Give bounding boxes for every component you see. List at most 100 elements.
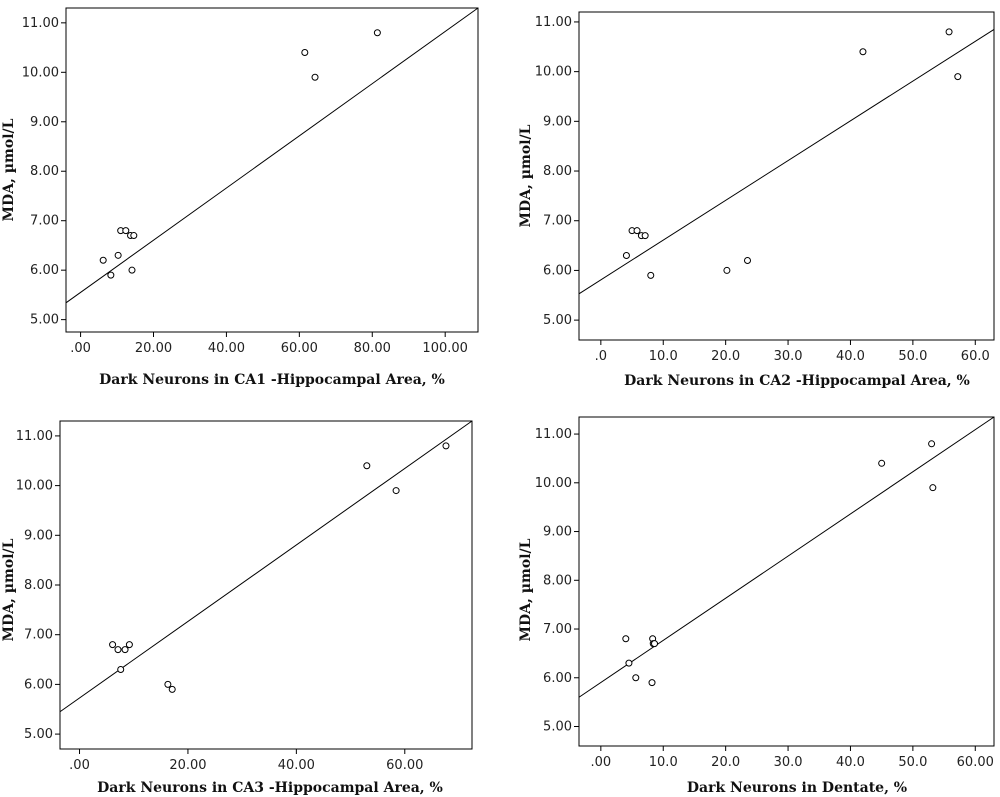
x-tick-label: 40.00	[278, 758, 315, 773]
data-point	[625, 659, 633, 667]
x-tick-label: 60.0	[961, 349, 990, 364]
data-point	[114, 646, 122, 654]
y-tick-label: 9.00	[30, 115, 59, 130]
fit-line	[578, 416, 995, 698]
x-tick-label: .00	[69, 758, 90, 773]
y-tick-label: 10.00	[535, 65, 572, 80]
y-tick-label: 5.00	[543, 720, 572, 735]
data-point	[109, 641, 117, 649]
y-tick-label: 11.00	[535, 15, 572, 30]
data-point	[130, 232, 138, 240]
data-point	[954, 73, 962, 81]
y-tick-label: 8.00	[543, 164, 572, 179]
data-point	[114, 251, 122, 259]
y-tick-label: 11.00	[16, 429, 53, 444]
data-point	[442, 442, 450, 450]
y-tick-label: 11.00	[535, 427, 572, 442]
x-tick-label: 10.0	[649, 755, 678, 770]
y-tick-label: 5.00	[30, 313, 59, 328]
y-tick-label: 9.00	[543, 525, 572, 540]
data-point	[117, 665, 125, 673]
ca1-scatter-panel: Dark Neurons in CA1 -Hippocampal Area, %…	[1, 7, 479, 388]
plot-frame	[578, 416, 995, 747]
data-point	[373, 29, 381, 37]
y-tick-label: 8.00	[543, 573, 572, 588]
ca2-scatter-panel: Dark Neurons in CA2 -Hippocampal Area, %…	[518, 11, 995, 389]
x-tick-label: .00	[70, 341, 91, 356]
data-point	[723, 266, 731, 274]
plot-frame	[578, 11, 995, 341]
x-tick-label: 20.0	[711, 755, 740, 770]
y-tick-label: 9.00	[24, 528, 53, 543]
y-tick-label: 5.00	[24, 727, 53, 742]
fit-line	[65, 7, 479, 304]
x-tick-label: .00	[590, 755, 611, 770]
data-point	[622, 635, 630, 643]
fit-line	[578, 28, 995, 295]
ca3-scatter-panel: Dark Neurons in CA3 -Hippocampal Area, %…	[1, 420, 473, 796]
x-tick-label: 60.00	[281, 341, 318, 356]
data-point	[168, 685, 176, 693]
data-point	[632, 674, 640, 682]
y-tick-label: 10.00	[22, 65, 59, 80]
x-tick-label: 20.00	[169, 758, 206, 773]
data-point	[622, 252, 630, 260]
data-point	[363, 462, 371, 470]
y-tick-label: 5.00	[543, 313, 572, 328]
data-point	[647, 271, 655, 279]
data-point	[122, 227, 130, 235]
data-point	[164, 680, 172, 688]
x-tick-label: .0	[595, 349, 607, 364]
x-axis-label: Dark Neurons in CA2 -Hippocampal Area, %	[624, 373, 970, 389]
data-point	[392, 487, 400, 495]
x-tick-label: 50.0	[898, 349, 927, 364]
y-axis-label: MDA, µmol/L	[518, 124, 534, 227]
data-point	[311, 73, 319, 81]
y-tick-label: 7.00	[30, 214, 59, 229]
x-tick-label: 60.00	[386, 758, 423, 773]
data-point	[651, 640, 659, 648]
x-tick-label: 20.00	[135, 341, 172, 356]
y-tick-label: 8.00	[30, 164, 59, 179]
x-axis-label: Dark Neurons in CA1 -Hippocampal Area, %	[99, 372, 445, 388]
data-point	[301, 49, 309, 57]
y-tick-label: 9.00	[543, 114, 572, 129]
y-axis-label: MDA, µmol/L	[518, 538, 534, 641]
y-axis-label: MDA, µmol/L	[1, 118, 17, 221]
data-point	[121, 646, 129, 654]
x-tick-label: 50.0	[898, 755, 927, 770]
y-tick-label: 11.00	[22, 16, 59, 31]
y-tick-label: 6.00	[543, 263, 572, 278]
data-point	[107, 271, 115, 279]
x-axis-label: Dark Neurons in Dentate, %	[687, 780, 907, 796]
data-point	[859, 48, 867, 56]
plot-frame	[59, 420, 473, 750]
x-tick-label: 100.00	[422, 341, 468, 356]
x-axis-label: Dark Neurons in CA3 -Hippocampal Area, %	[97, 780, 443, 796]
x-tick-label: 40.0	[836, 755, 865, 770]
y-tick-label: 10.00	[16, 479, 53, 494]
data-point	[128, 266, 136, 274]
x-tick-label: 30.0	[774, 755, 803, 770]
data-point	[743, 256, 751, 264]
x-tick-label: 40.00	[208, 341, 245, 356]
data-point	[945, 28, 953, 36]
y-tick-label: 7.00	[543, 622, 572, 637]
y-tick-label: 8.00	[24, 578, 53, 593]
data-point	[648, 679, 656, 687]
data-point	[633, 227, 641, 235]
data-point	[928, 440, 936, 448]
plot-frame	[65, 7, 479, 333]
data-point	[641, 232, 649, 240]
data-point	[929, 484, 937, 492]
y-tick-label: 10.00	[535, 476, 572, 491]
fit-line	[59, 420, 473, 713]
dentate-scatter-panel: Dark Neurons in Dentate, % MDA, µmol/L 5…	[518, 416, 995, 796]
y-tick-label: 7.00	[24, 628, 53, 643]
x-tick-label: 80.00	[354, 341, 391, 356]
x-tick-label: 60.00	[957, 755, 994, 770]
y-tick-label: 7.00	[543, 214, 572, 229]
y-tick-label: 6.00	[30, 263, 59, 278]
x-tick-label: 40.0	[836, 349, 865, 364]
